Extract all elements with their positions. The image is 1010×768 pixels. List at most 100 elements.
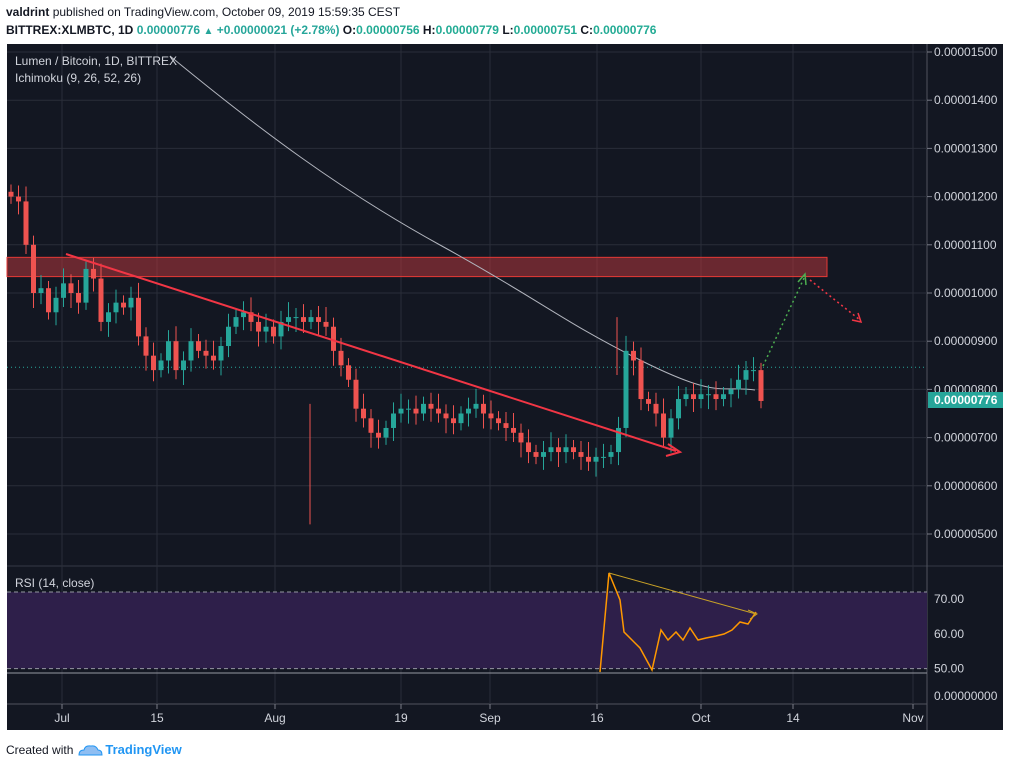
author-name[interactable]: valdrint <box>6 5 50 19</box>
candle-body <box>151 355 156 371</box>
time-tick-label: Aug <box>264 711 285 725</box>
candle-body <box>308 317 314 322</box>
candle-body <box>353 379 359 409</box>
candle-body <box>751 370 756 372</box>
trendline-arrowhead <box>665 443 683 457</box>
trendline <box>65 253 677 452</box>
candle-body <box>331 326 336 351</box>
candle-body <box>286 317 291 322</box>
symbol: BITTREX:XLMBTC, 1D <box>6 23 134 37</box>
last-price: 0.00000776 <box>136 23 201 37</box>
price-tick-label: 0.00000700 <box>934 431 998 445</box>
candle-body <box>68 283 74 293</box>
rsi-zero-tick-label: 0.00000000 <box>934 689 998 703</box>
rsi-tick-label: 70.00 <box>934 592 964 606</box>
candle-body <box>466 408 471 414</box>
candle-body <box>668 418 674 438</box>
candle-body <box>458 413 464 424</box>
candle-body <box>278 321 284 337</box>
candle-body <box>173 341 179 371</box>
time-tick-label: 14 <box>786 711 800 725</box>
candle-body <box>113 302 119 313</box>
resistance-rect <box>6 256 828 278</box>
candle-body <box>61 283 66 298</box>
price-tick-label: 0.00001300 <box>934 141 998 155</box>
candle-body <box>623 350 629 428</box>
candle-body <box>638 360 644 400</box>
last-price-tag <box>928 392 1003 408</box>
time-tick-label: 15 <box>150 711 164 725</box>
time-axis-ticks: Jul 15 Aug 19 Sep 16 Oct 14 Nov <box>54 704 924 725</box>
candle-body <box>661 413 666 438</box>
projection-up-arrowhead <box>797 272 807 286</box>
price-tick-label: 0.00000600 <box>934 479 998 493</box>
candle-body <box>436 408 441 414</box>
candle-body <box>451 418 456 424</box>
candle-body <box>38 288 44 293</box>
main-pane[interactable] <box>7 44 927 566</box>
candle-body <box>728 389 734 395</box>
candle-body <box>593 456 599 462</box>
rsi-lines <box>7 572 927 674</box>
candle-body <box>406 408 411 410</box>
candle-body <box>301 317 306 322</box>
legend-indicator: Ichimoku (9, 26, 52, 26) <box>15 71 141 85</box>
price-tick-label: 0.00001100 <box>934 238 997 252</box>
low-value: 0.00000751 <box>513 23 578 37</box>
candle-body <box>316 317 321 322</box>
candle-body <box>428 403 434 409</box>
candle-body <box>653 403 659 414</box>
moving-average-line <box>169 55 756 391</box>
time-tick-label: Sep <box>479 711 501 725</box>
candle-body <box>578 452 584 457</box>
candle-body <box>136 297 141 337</box>
close-value: 0.00000776 <box>593 23 657 37</box>
candle-body <box>586 456 591 462</box>
arrow-up-icon: ▲ <box>203 26 214 37</box>
tradingview-logo[interactable]: TradingView <box>77 742 182 757</box>
candle-body <box>413 408 419 414</box>
candle-body <box>511 427 516 433</box>
candle-body <box>31 244 36 293</box>
price-tick-label: 0.00000500 <box>934 527 998 541</box>
candle-body <box>743 370 749 380</box>
candle-body <box>98 278 104 322</box>
open-value: 0.00000756 <box>356 23 420 37</box>
cloud-icon <box>78 744 103 755</box>
candle-body <box>76 293 81 303</box>
time-axis[interactable] <box>7 704 1003 730</box>
candle-body <box>488 413 494 419</box>
candle-body <box>53 297 59 313</box>
moving-average-path <box>169 55 756 391</box>
rsi-line <box>599 572 757 673</box>
price-axis[interactable] <box>927 44 1003 704</box>
low-label: L: <box>502 23 514 37</box>
candle-body <box>83 268 89 303</box>
candle-body <box>106 312 111 322</box>
candle-body <box>601 456 606 458</box>
candle-body <box>503 423 509 428</box>
rsi-label: RSI (14, close) <box>15 576 94 590</box>
candle-body <box>518 432 524 443</box>
candle-body <box>481 403 486 414</box>
candle-body <box>683 394 689 400</box>
candle-body <box>91 268 96 279</box>
candle-body <box>736 379 741 390</box>
candle-body <box>196 341 201 351</box>
rsi-band <box>7 592 927 669</box>
candle-body <box>473 403 479 409</box>
candle-body <box>211 355 216 361</box>
candle-body <box>608 452 614 457</box>
annotations <box>65 253 863 457</box>
time-tick-label: Nov <box>902 711 923 725</box>
candle-body <box>293 317 299 319</box>
candle-body <box>46 288 51 313</box>
candle-body <box>616 427 621 453</box>
symbol-line: BITTREX:XLMBTC, 1D 0.00000776 ▲ +0.00000… <box>6 23 656 37</box>
price-change: +0.00000021 (+2.78%) <box>216 23 340 37</box>
candle-body <box>158 360 164 371</box>
candle-body <box>398 408 404 414</box>
legend-title: Lumen / Bitcoin, 1D, BITTREX <box>15 54 177 68</box>
price-tick-label: 0.00000900 <box>934 334 998 348</box>
